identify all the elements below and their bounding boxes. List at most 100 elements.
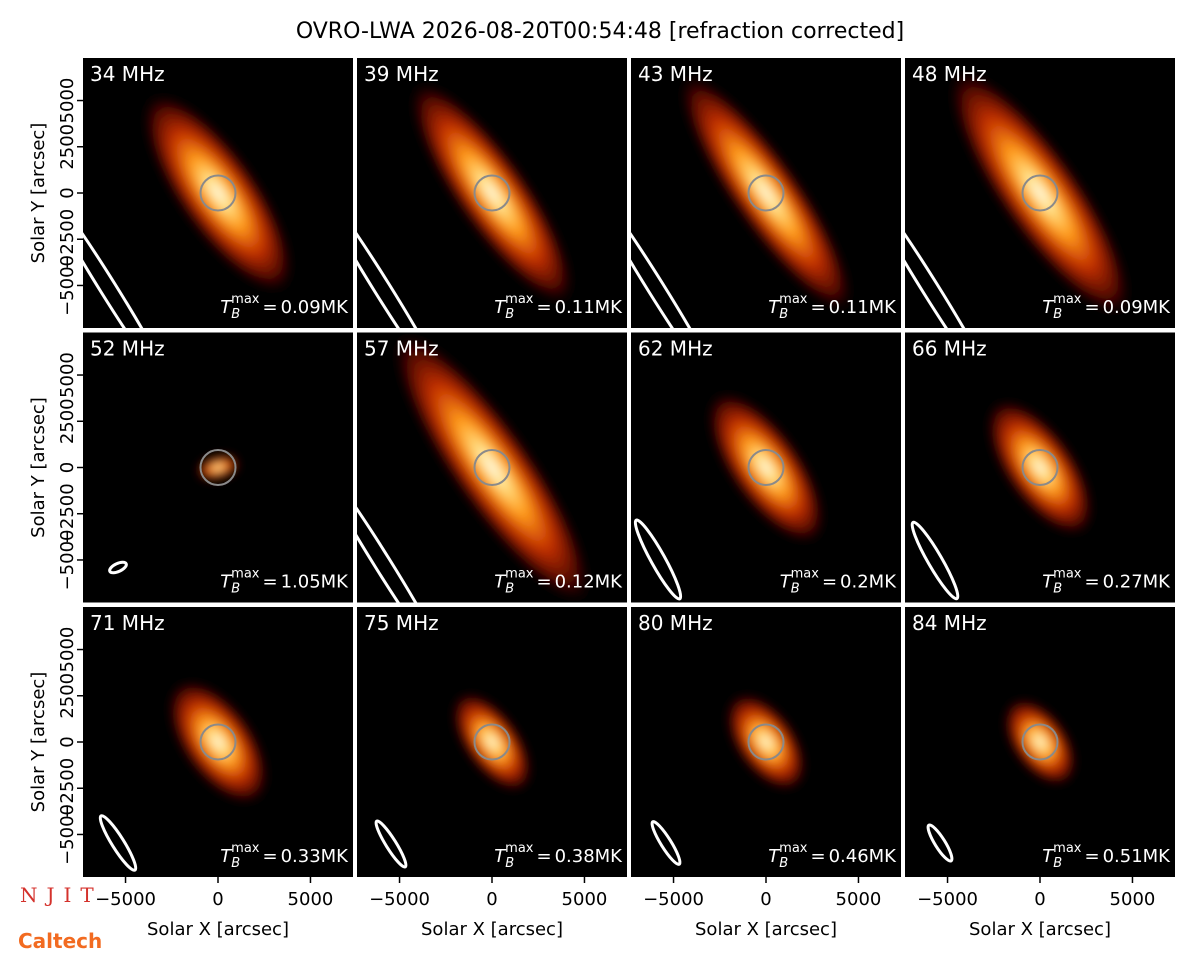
tb-symbol: T: [1042, 297, 1055, 318]
tb-max-label: TBmax = 0.09MK: [1042, 292, 1171, 322]
tb-value: 0.12MK: [555, 572, 624, 593]
tb-sub: B: [231, 307, 240, 322]
solar-disk: [747, 723, 785, 761]
tb-sub: B: [231, 856, 240, 871]
x-tick-label: 5000: [288, 889, 334, 910]
y-tick-label: −2500: [57, 483, 78, 544]
x-tick-label: 5000: [836, 889, 882, 910]
tb-value: 0.46MK: [829, 846, 898, 867]
tb-value: 0.38MK: [555, 846, 624, 867]
beam: [926, 823, 954, 863]
y-tick-label: 2500: [57, 124, 78, 170]
chart-title: OVRO-LWA 2026-08-20T00:54:48 [refraction…: [296, 19, 904, 44]
beam: [357, 184, 448, 328]
frequency-label: 71 MHz: [90, 611, 165, 635]
y-axis-label: Solar Y [arcsec]: [28, 397, 49, 538]
x-tick-label: 0: [760, 889, 771, 910]
y-tick-label: 0: [57, 462, 78, 473]
tb-max-label: TBmax = 0.51MK: [1042, 841, 1171, 871]
frequency-label: 52 MHz: [90, 337, 165, 361]
tb-symbol: T: [1042, 572, 1055, 593]
panel: [631, 607, 901, 877]
tb-value: 0.27MK: [1103, 572, 1172, 593]
tb-sub: B: [505, 307, 514, 322]
panel: [631, 332, 901, 603]
panel: [905, 332, 1175, 603]
y-axis-label: Solar Y [arcsec]: [28, 123, 49, 264]
x-tick-label: 5000: [1110, 889, 1156, 910]
panel: [905, 607, 1175, 877]
tb-equals: =: [262, 297, 277, 318]
tb-equals: =: [262, 572, 277, 593]
x-tick-label: 0: [486, 889, 497, 910]
tb-sub: B: [779, 307, 788, 322]
frequency-label: 57 MHz: [364, 337, 439, 361]
beam: [108, 560, 128, 575]
x-axis-label: Solar X [arcsec]: [969, 919, 1111, 940]
tb-symbol: T: [220, 297, 233, 318]
frequency-label: 43 MHz: [638, 62, 713, 86]
beam: [650, 820, 682, 866]
x-axis-label: Solar X [arcsec]: [147, 919, 289, 940]
panel: [357, 607, 627, 877]
solar-disk: [199, 174, 237, 212]
radio-image: [141, 92, 295, 294]
y-tick-label: −2500: [57, 209, 78, 270]
frequency-label: 48 MHz: [912, 62, 987, 86]
beam: [374, 819, 408, 869]
panel: [357, 58, 627, 328]
tb-equals: =: [1084, 297, 1099, 318]
radio-image: [947, 68, 1133, 318]
tb-equals: =: [1084, 572, 1099, 593]
solar-disk: [473, 174, 511, 212]
tb-value: 0.11MK: [555, 297, 624, 318]
tb-max-label: TBmax = 1.05MK: [220, 567, 349, 597]
tb-sup: max: [791, 567, 820, 582]
tb-equals: =: [262, 846, 277, 867]
tb-symbol: T: [494, 572, 507, 593]
y-tick-label: −5000: [57, 530, 78, 591]
radio-image: [725, 693, 807, 791]
panel: [631, 58, 901, 328]
radio-image: [409, 80, 575, 306]
tb-symbol: T: [494, 297, 507, 318]
tb-sub: B: [779, 856, 788, 871]
tb-sup: max: [231, 292, 260, 307]
solar-disk: [1021, 449, 1059, 486]
tb-sup: max: [505, 567, 534, 582]
frequency-label: 80 MHz: [638, 611, 713, 635]
radio-image: [196, 454, 240, 481]
tb-value: 0.33MK: [281, 846, 350, 867]
tb-max-label: TBmax = 0.38MK: [494, 841, 623, 871]
frequency-label: 62 MHz: [638, 337, 713, 361]
x-tick-label: 5000: [562, 889, 608, 910]
solar-disk: [747, 174, 785, 212]
tb-equals: =: [810, 846, 825, 867]
tb-symbol: T: [220, 846, 233, 867]
tb-sup: max: [1053, 567, 1082, 582]
solar-disk: [473, 723, 511, 761]
panel: [83, 607, 353, 877]
solar-disk: [199, 723, 237, 761]
solar-disk: [1021, 174, 1059, 212]
beam: [98, 814, 138, 872]
y-tick-label: 0: [57, 736, 78, 747]
tb-symbol: T: [220, 572, 233, 593]
tb-symbol: T: [780, 572, 793, 593]
beam: [905, 184, 996, 328]
tb-max-label: TBmax = 0.33MK: [220, 841, 349, 871]
y-tick-label: 2500: [57, 673, 78, 719]
tb-sup: max: [505, 841, 534, 856]
tb-max-label: TBmax = 0.11MK: [768, 292, 897, 322]
tb-value: 0.51MK: [1103, 846, 1172, 867]
tb-sub: B: [505, 856, 514, 871]
y-tick-label: −2500: [57, 758, 78, 819]
tb-max-label: TBmax = 0.2MK: [780, 567, 898, 597]
tb-sup: max: [505, 292, 534, 307]
y-tick-label: 5000: [57, 352, 78, 398]
tb-sub: B: [1053, 307, 1062, 322]
panel: [83, 58, 353, 328]
tb-max-label: TBmax = 0.09MK: [220, 292, 349, 322]
tb-symbol: T: [1042, 846, 1055, 867]
tb-sub: B: [791, 582, 800, 597]
